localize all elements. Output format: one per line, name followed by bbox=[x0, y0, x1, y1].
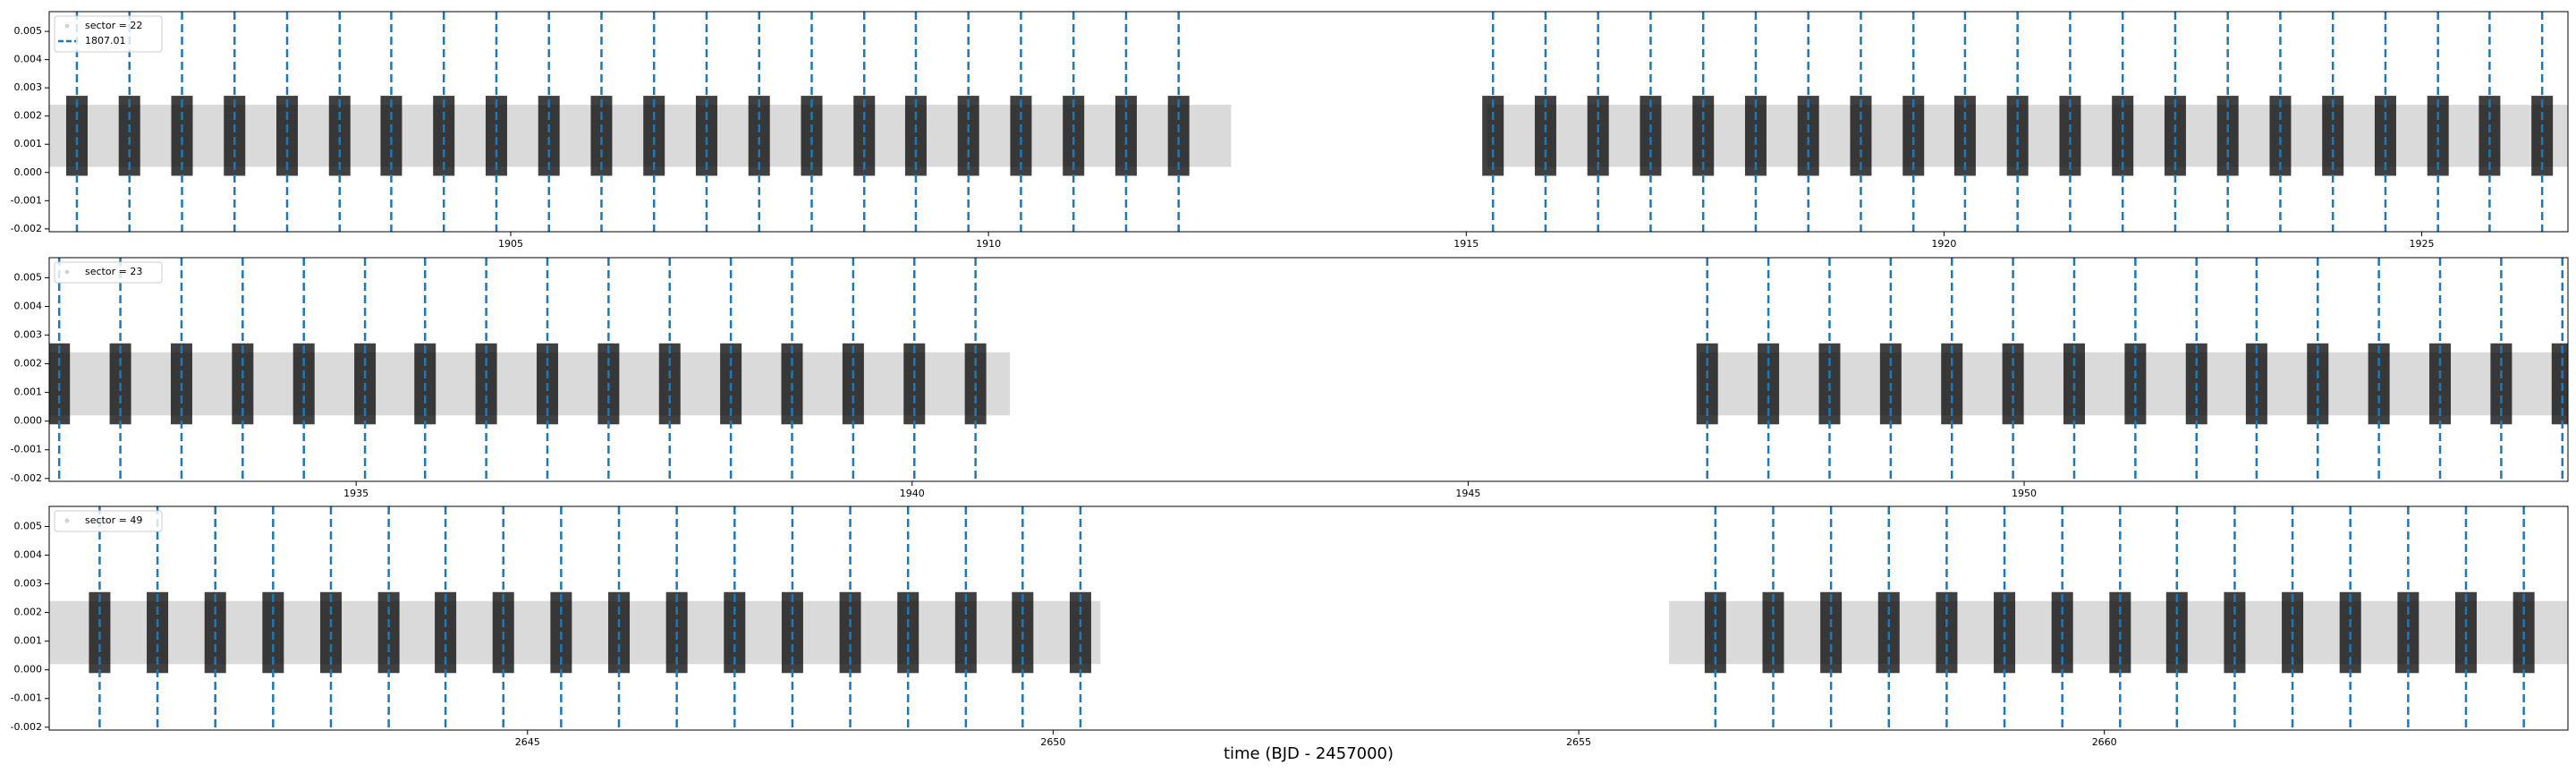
x-tick-label: 1935 bbox=[343, 488, 369, 499]
x-tick-label: 1945 bbox=[1455, 488, 1480, 499]
x-tick-label: 1950 bbox=[2012, 488, 2037, 499]
y-tick-label: -0.002 bbox=[11, 472, 42, 484]
y-tick-label: 0.004 bbox=[14, 548, 43, 560]
x-tick-label: 1915 bbox=[1453, 238, 1479, 250]
y-tick-label: -0.001 bbox=[11, 444, 42, 455]
y-tick-label: 0.001 bbox=[14, 386, 43, 398]
y-tick-label: 0.001 bbox=[14, 138, 43, 149]
y-tick-label: 0.003 bbox=[14, 329, 43, 341]
legend-marker bbox=[64, 269, 70, 275]
data-cloud bbox=[49, 352, 1011, 416]
y-tick-label: -0.002 bbox=[11, 223, 42, 234]
legend-marker bbox=[64, 518, 70, 523]
x-tick-label: 1940 bbox=[900, 488, 925, 499]
legend-label: 1807.01 bbox=[85, 35, 126, 47]
legend-label: sector = 22 bbox=[85, 20, 142, 31]
x-tick-label: 1920 bbox=[1931, 238, 1956, 250]
legend-box bbox=[54, 261, 163, 284]
x-tick-label: 2660 bbox=[2092, 736, 2117, 748]
x-tick-label: 1925 bbox=[2410, 238, 2435, 250]
y-tick-label: 0.000 bbox=[14, 415, 43, 427]
x-tick-label: 2650 bbox=[1040, 736, 1065, 748]
axes-frame bbox=[48, 11, 2569, 233]
y-tick-label: 0.004 bbox=[14, 300, 43, 311]
y-tick-label: -0.002 bbox=[11, 721, 42, 733]
axes-frame bbox=[48, 257, 2569, 482]
legend-box bbox=[54, 510, 163, 532]
y-tick-label: 0.002 bbox=[14, 607, 43, 618]
plot-area bbox=[49, 258, 2568, 481]
in-transit-points bbox=[2551, 343, 2568, 425]
legend: sector = 22 1807.01 bbox=[54, 15, 163, 53]
x-tick-label: 2645 bbox=[515, 736, 540, 748]
y-tick-label: 0.004 bbox=[14, 54, 43, 65]
y-tick-label: 0.001 bbox=[14, 635, 43, 647]
legend: sector = 23 bbox=[54, 261, 163, 284]
y-tick-label: -0.001 bbox=[11, 194, 42, 206]
x-tick-label: 1910 bbox=[976, 238, 1001, 250]
x-axis-label: time (BJD - 2457000) bbox=[1224, 744, 1394, 763]
x-tick-label: 2655 bbox=[1566, 736, 1591, 748]
y-tick-label: 0.005 bbox=[14, 25, 43, 37]
x-tick-label: 1905 bbox=[498, 238, 523, 250]
y-tick-label: 0.003 bbox=[14, 578, 43, 590]
data-cloud bbox=[49, 105, 1232, 167]
legend-marker bbox=[64, 23, 70, 29]
y-tick-label: 0.003 bbox=[14, 81, 43, 93]
y-tick-label: 0.005 bbox=[14, 271, 43, 283]
y-tick-label: 0.000 bbox=[14, 664, 43, 675]
legend-label: sector = 23 bbox=[85, 266, 142, 277]
axes-frame bbox=[48, 505, 2569, 731]
plot-area bbox=[49, 506, 2568, 730]
y-tick-label: 0.000 bbox=[14, 166, 43, 178]
legend-box bbox=[54, 15, 163, 53]
y-tick-label: 0.002 bbox=[14, 110, 43, 122]
y-tick-label: 0.005 bbox=[14, 520, 43, 531]
plot-area bbox=[49, 12, 2568, 232]
y-tick-label: 0.002 bbox=[14, 358, 43, 370]
y-tick-label: -0.001 bbox=[11, 692, 42, 704]
legend: sector = 49 bbox=[54, 510, 163, 532]
legend-label: sector = 49 bbox=[85, 514, 142, 526]
